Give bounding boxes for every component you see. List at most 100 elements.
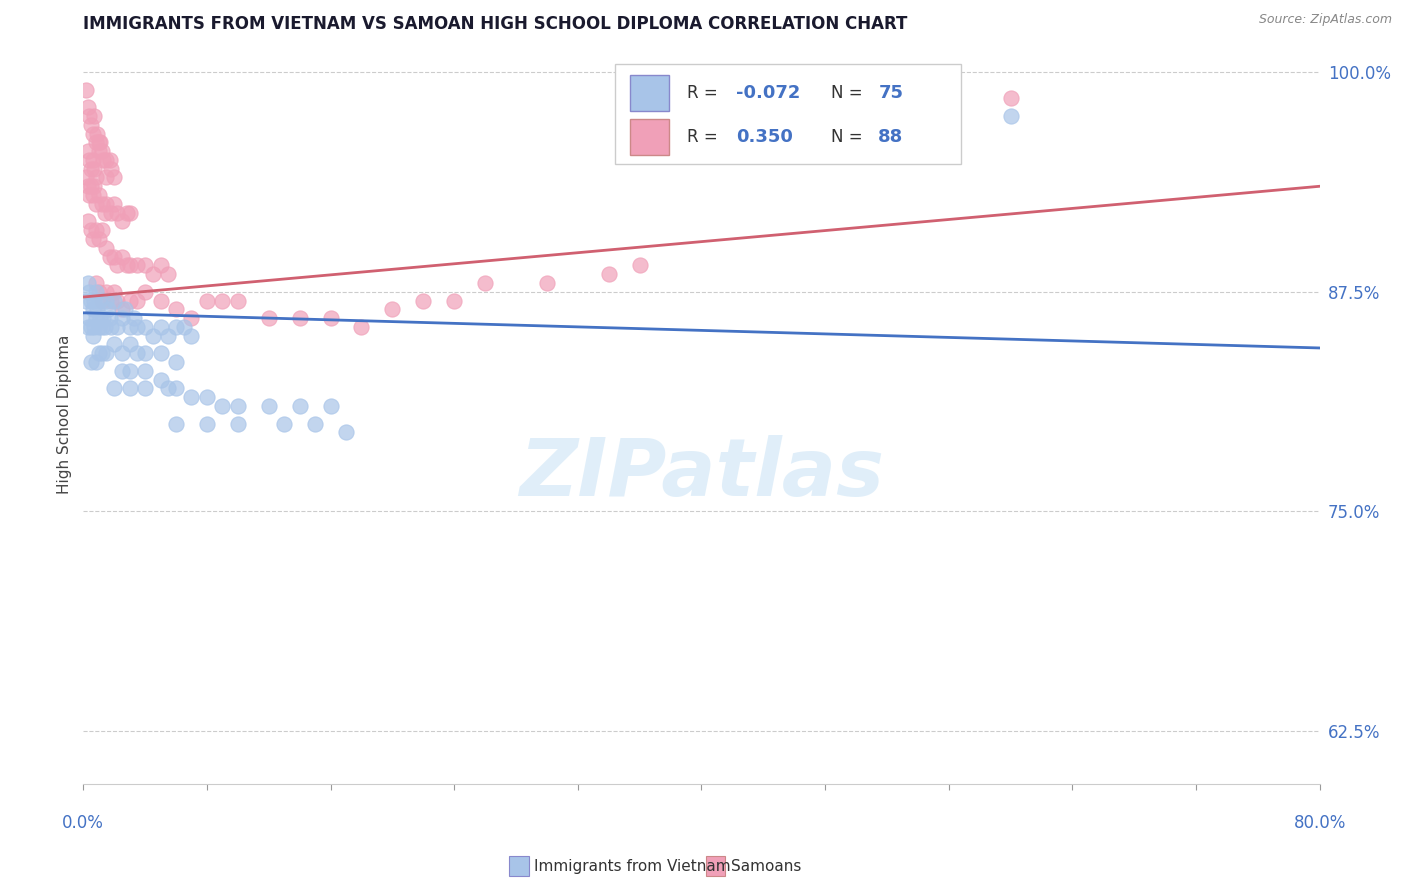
Point [83,161,105,176]
Point [118,319,141,334]
Point [127,293,149,308]
Point [149,293,172,308]
Point [82,232,104,246]
Text: 75: 75 [879,84,903,102]
Point [77,179,100,194]
Point [149,258,172,272]
Point [165,319,187,334]
Text: Source: ZipAtlas.com: Source: ZipAtlas.com [1258,13,1392,27]
Point [1000,109,1022,123]
Point [75,170,97,185]
Point [319,311,342,326]
Bar [630,75,669,111]
Point [103,197,125,211]
Point [83,109,105,123]
Point [84,170,107,185]
Point [118,381,141,395]
Point [96,153,118,167]
Point [84,285,107,299]
Text: 88: 88 [879,128,904,146]
Point [96,285,118,299]
Point [118,258,141,272]
Point [94,205,117,219]
Point [79,311,101,326]
Point [90,197,112,211]
Point [226,293,249,308]
Point [350,319,373,334]
Point [90,223,112,237]
Point [90,319,112,334]
Point [226,417,249,431]
Point [111,346,134,360]
Point [124,311,146,326]
Point [90,293,112,308]
Point [84,311,107,326]
Point [111,311,134,326]
Text: R =: R = [686,128,723,146]
Point [87,346,110,360]
Point [98,153,121,167]
Point [134,364,156,378]
Point [288,399,311,413]
Point [134,258,156,272]
Point [118,337,141,351]
Point [96,170,118,185]
Point [100,205,122,219]
Text: -0.072: -0.072 [737,84,800,102]
Point [79,153,101,167]
Point [628,258,651,272]
Point [75,293,97,308]
Point [1000,91,1022,105]
Point [105,258,128,272]
Text: IMMIGRANTS FROM VIETNAM VS SAMOAN HIGH SCHOOL DIPLOMA CORRELATION CHART: IMMIGRANTS FROM VIETNAM VS SAMOAN HIGH S… [83,15,908,33]
Point [86,127,108,141]
Point [134,285,156,299]
Point [173,319,195,334]
Point [165,417,187,431]
Point [82,302,104,317]
Point [96,346,118,360]
Point [211,293,233,308]
Point [598,267,620,281]
Point [134,381,156,395]
Point [86,302,108,317]
Point [180,390,202,404]
Point [93,153,115,167]
Point [165,355,187,369]
Point [103,250,125,264]
Point [98,311,121,326]
FancyBboxPatch shape [614,64,962,164]
Point [103,285,125,299]
Point [90,144,112,158]
Point [195,390,218,404]
Point [157,328,180,343]
Point [142,267,165,281]
Point [103,170,125,185]
Point [111,364,134,378]
Point [77,100,100,114]
Point [84,355,107,369]
Point [111,250,134,264]
Point [80,355,103,369]
Point [149,319,172,334]
Point [94,319,117,334]
Point [195,417,218,431]
Point [82,127,104,141]
Point [77,276,100,290]
Text: R =: R = [686,84,723,102]
Point [165,381,187,395]
Point [87,293,110,308]
Point [105,205,128,219]
Point [257,399,280,413]
Point [381,302,404,317]
Point [89,311,111,326]
Point [96,293,118,308]
Point [79,109,101,123]
Point [77,144,100,158]
Point [118,205,141,219]
Text: 0.350: 0.350 [737,128,793,146]
Point [180,328,202,343]
Point [80,319,103,334]
Point [226,399,249,413]
Point [114,302,136,317]
